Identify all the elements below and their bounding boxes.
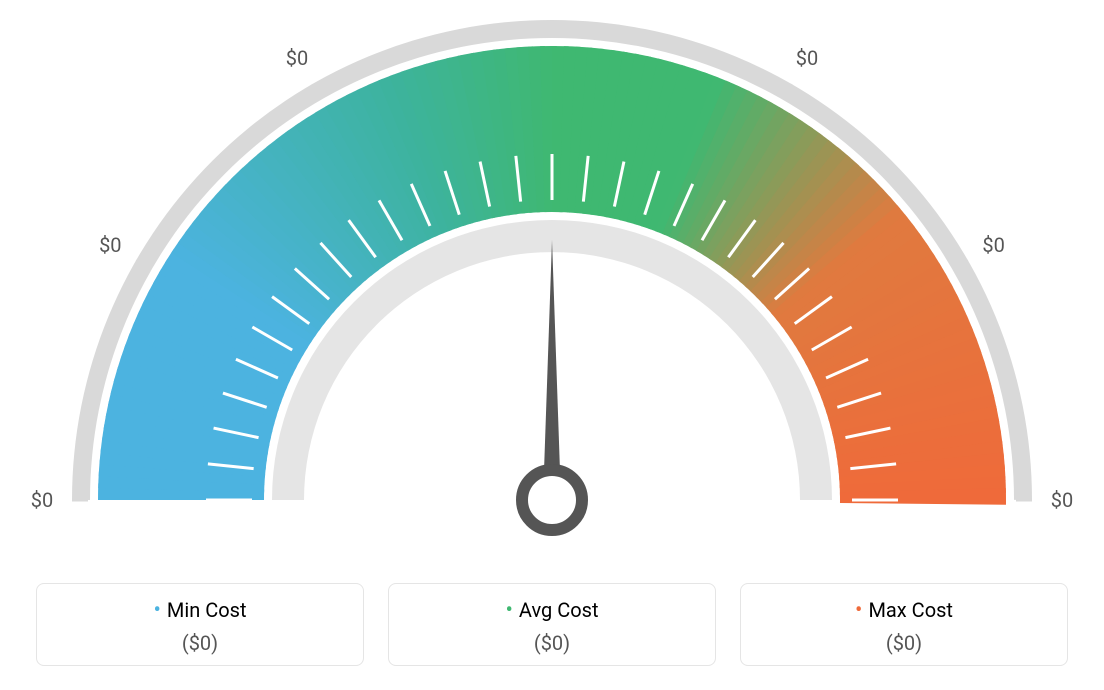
tick-label: $0 [982, 233, 1004, 257]
legend-value-max: ($0) [741, 631, 1067, 655]
legend-card-avg: • Avg Cost ($0) [388, 583, 716, 666]
legend-label-avg: • Avg Cost [389, 598, 715, 623]
legend-value-min: ($0) [37, 631, 363, 655]
legend-label-text-min: Min Cost [167, 598, 247, 622]
cost-gauge-chart: $0 $0 $0 $0 $0 $0 $0 • Min Cost ($0) • Avg Cost … [0, 0, 1104, 690]
legend-label-text-avg: Avg Cost [519, 598, 599, 622]
tick-label: $0 [99, 233, 121, 257]
legend-row: • Min Cost ($0) • Avg Cost ($0) • Max Cost … [36, 583, 1068, 666]
tick-label: $0 [31, 488, 53, 512]
legend-dot-max: • [855, 600, 862, 622]
tick-label: $0 [286, 46, 308, 70]
legend-card-max: • Max Cost ($0) [740, 583, 1068, 666]
tick-label: $0 [1051, 488, 1073, 512]
tick-label: $0 [541, 0, 563, 2]
legend-label-text-max: Max Cost [868, 598, 953, 622]
gauge-svg [0, 0, 1104, 560]
legend-label-min: • Min Cost [37, 598, 363, 623]
tick-label: $0 [796, 46, 818, 70]
legend-dot-min: • [153, 600, 160, 622]
legend-value-avg: ($0) [389, 631, 715, 655]
legend-label-max: • Max Cost [741, 598, 1067, 623]
gauge-area: $0 $0 $0 $0 $0 $0 $0 [0, 0, 1104, 560]
legend-dot-avg: • [505, 600, 512, 622]
legend-card-min: • Min Cost ($0) [36, 583, 364, 666]
